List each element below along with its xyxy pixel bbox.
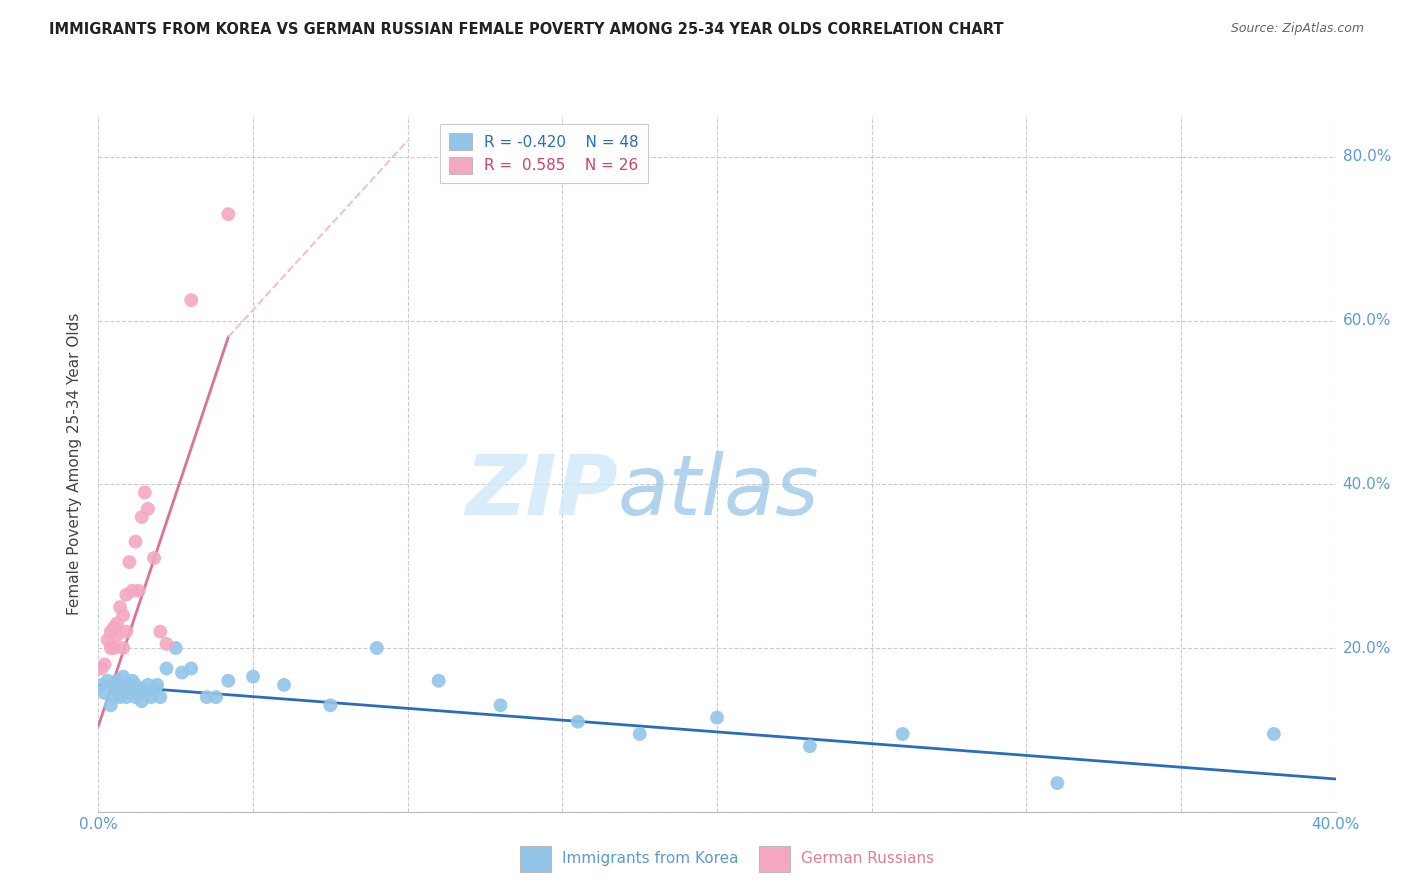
Point — [273, 678, 295, 692]
Text: German Russians: German Russians — [801, 852, 935, 866]
Point — [100, 698, 122, 713]
Point — [180, 661, 202, 675]
Point — [891, 727, 914, 741]
Point — [112, 670, 135, 684]
Text: 40.0%: 40.0% — [1343, 477, 1391, 491]
Point — [105, 629, 128, 643]
Text: IMMIGRANTS FROM KOREA VS GERMAN RUSSIAN FEMALE POVERTY AMONG 25-34 YEAR OLDS COR: IMMIGRANTS FROM KOREA VS GERMAN RUSSIAN … — [49, 22, 1004, 37]
Point — [103, 678, 125, 692]
Point — [131, 510, 153, 524]
Point — [105, 681, 128, 696]
Point — [112, 608, 135, 623]
Point — [195, 690, 218, 705]
Point — [121, 673, 143, 688]
Text: atlas: atlas — [619, 451, 820, 533]
Point — [100, 624, 122, 639]
Point — [97, 673, 120, 688]
Point — [170, 665, 193, 680]
Point — [149, 624, 172, 639]
Point — [319, 698, 342, 713]
Point — [115, 588, 138, 602]
Point — [105, 673, 128, 688]
Point — [143, 551, 166, 566]
Point — [489, 698, 512, 713]
Point — [124, 678, 146, 692]
Point — [112, 640, 135, 655]
Point — [118, 555, 141, 569]
Point — [115, 624, 138, 639]
Point — [366, 640, 388, 655]
Point — [108, 600, 131, 615]
Point — [217, 673, 239, 688]
Point — [567, 714, 589, 729]
Point — [136, 678, 159, 692]
Point — [118, 678, 141, 692]
Point — [155, 661, 177, 675]
Point — [103, 690, 125, 705]
Point — [97, 632, 120, 647]
Text: Immigrants from Korea: Immigrants from Korea — [562, 852, 740, 866]
Point — [136, 501, 159, 516]
Point — [706, 710, 728, 724]
Point — [180, 293, 202, 307]
Point — [108, 678, 131, 692]
Point — [146, 678, 169, 692]
Point — [124, 690, 146, 705]
Point — [112, 686, 135, 700]
Point — [427, 673, 450, 688]
Point — [131, 681, 153, 696]
Point — [118, 686, 141, 700]
Text: ZIP: ZIP — [465, 451, 619, 533]
Point — [217, 207, 239, 221]
Point — [131, 694, 153, 708]
Point — [124, 534, 146, 549]
Point — [134, 686, 156, 700]
Point — [115, 681, 138, 696]
Legend: R = -0.420    N = 48, R =  0.585    N = 26: R = -0.420 N = 48, R = 0.585 N = 26 — [440, 124, 648, 184]
Point — [799, 739, 821, 754]
Point — [105, 616, 128, 631]
Point — [165, 640, 187, 655]
Point — [128, 583, 150, 598]
Point — [205, 690, 228, 705]
Point — [155, 637, 177, 651]
Point — [134, 485, 156, 500]
Point — [242, 670, 264, 684]
Text: 60.0%: 60.0% — [1343, 313, 1391, 328]
Text: Source: ZipAtlas.com: Source: ZipAtlas.com — [1230, 22, 1364, 36]
Point — [121, 583, 143, 598]
Y-axis label: Female Poverty Among 25-34 Year Olds: Female Poverty Among 25-34 Year Olds — [67, 313, 83, 615]
Point — [628, 727, 651, 741]
Point — [1046, 776, 1069, 790]
Point — [90, 661, 112, 675]
Point — [128, 686, 150, 700]
Point — [143, 681, 166, 696]
Point — [149, 690, 172, 705]
Point — [115, 690, 138, 705]
Point — [90, 678, 112, 692]
Point — [103, 621, 125, 635]
Point — [100, 640, 122, 655]
Point — [139, 690, 162, 705]
Text: 20.0%: 20.0% — [1343, 640, 1391, 656]
Point — [108, 690, 131, 705]
Point — [1263, 727, 1285, 741]
Point — [93, 657, 115, 672]
Point — [103, 640, 125, 655]
Point — [93, 686, 115, 700]
Text: 80.0%: 80.0% — [1343, 149, 1391, 164]
